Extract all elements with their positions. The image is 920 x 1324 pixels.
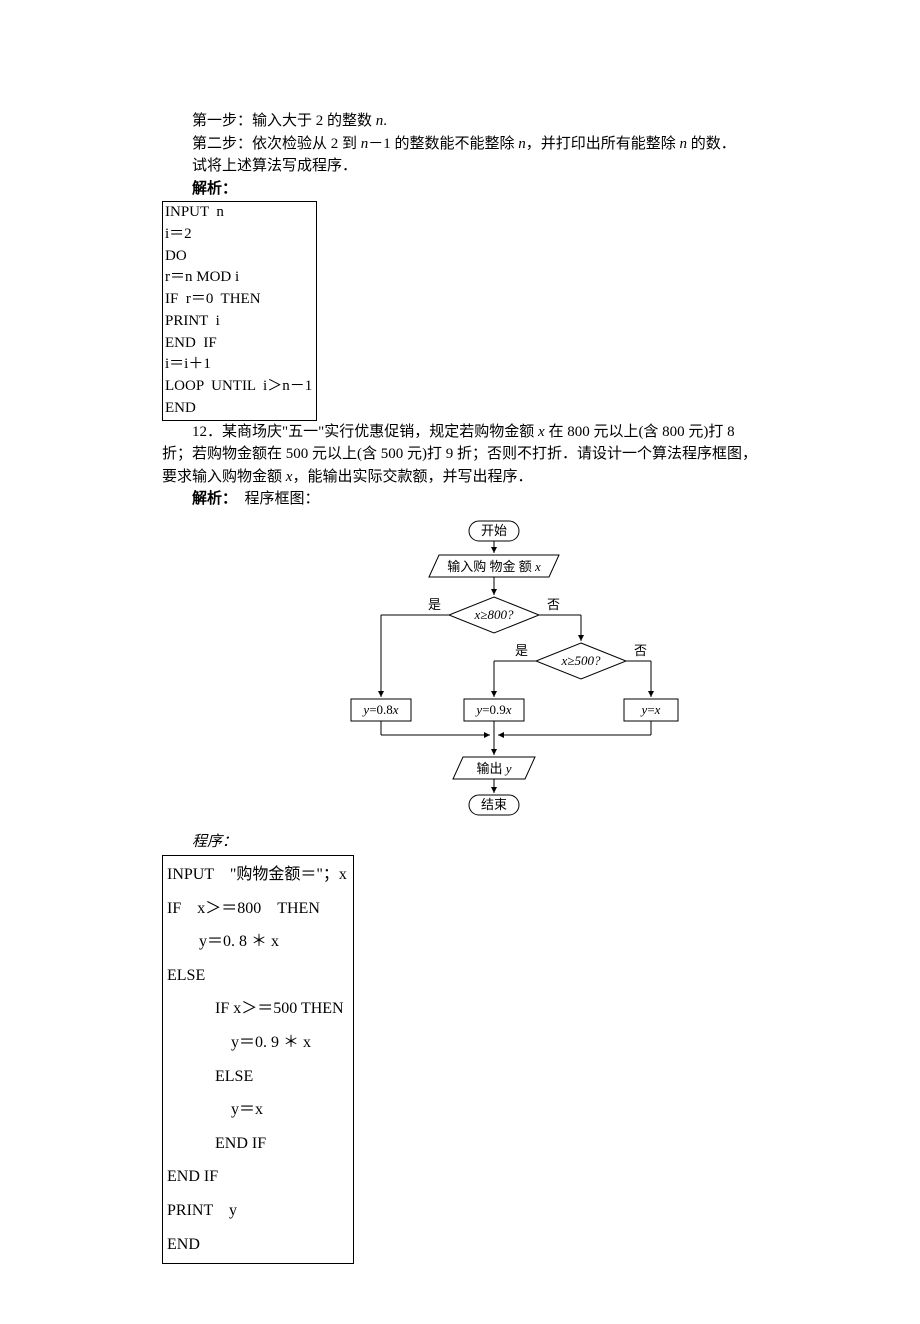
q12-jiexi: 解析： 程序框图： bbox=[162, 488, 820, 511]
s2f: n bbox=[680, 136, 688, 152]
c2l12: END bbox=[167, 1228, 347, 1262]
c1l3: DO bbox=[163, 246, 316, 268]
c2l8: y＝x bbox=[167, 1093, 347, 1127]
q12-t2: 在 800 元以上(含 800 元)打 8 bbox=[545, 424, 735, 440]
c2l2: IF x＞＝800 THEN bbox=[167, 892, 347, 926]
step2: 第二步：依次检验从 2 到 n－1 的整数能不能整除 n，并打印出所有能整除 n… bbox=[162, 133, 820, 156]
step1: 第一步：输入大于 2 的整数 n. bbox=[162, 110, 820, 133]
flowchart-svg: 开始 输入购 物金 额 x x≥800? 是 否 x≥500? 是 bbox=[291, 515, 691, 825]
flow-b1: y=0.8x bbox=[361, 702, 398, 717]
flow-d1: x≥800? bbox=[474, 607, 514, 622]
q12-num: 12． bbox=[192, 424, 222, 440]
q12-line2: 折；若购物金额在 500 元以上(含 500 元)打 9 折；否则不打折．请设计… bbox=[162, 443, 820, 466]
s1c: . bbox=[383, 113, 387, 129]
flow-d1-yes: 是 bbox=[428, 597, 441, 612]
c2l10: END IF bbox=[167, 1160, 347, 1194]
c2l9: END IF bbox=[167, 1127, 347, 1161]
c1l5: IF r＝0 THEN bbox=[163, 289, 316, 311]
c1l6: PRINT i bbox=[163, 311, 316, 333]
flow-start: 开始 bbox=[481, 523, 507, 538]
flow-b2: y=0.9x bbox=[474, 702, 511, 717]
q12-t1: 某商场庆"五一"实行优惠促销，规定若购物金额 bbox=[222, 424, 538, 440]
c1l2: i＝2 bbox=[163, 224, 316, 246]
prog-label-text: 程序： bbox=[192, 834, 237, 850]
code-box-1: INPUT n i＝2 DO r＝n MOD i IF r＝0 THEN PRI… bbox=[162, 201, 317, 421]
c1l10: END bbox=[163, 398, 316, 420]
flow-d2-no: 否 bbox=[634, 643, 647, 658]
c2l11: PRINT y bbox=[167, 1194, 347, 1228]
c2l5: IF x＞＝500 THEN bbox=[167, 992, 347, 1026]
c2l1: INPUT "购物金额＝"；x bbox=[167, 858, 347, 892]
code-box-2: INPUT "购物金额＝"；x IF x＞＝800 THEN y＝0. 8 ＊ … bbox=[162, 855, 354, 1264]
flow-d2-yes: 是 bbox=[515, 643, 528, 658]
flow-input-a: 输入购 物金 额 bbox=[447, 559, 532, 574]
s2d: n bbox=[518, 136, 526, 152]
jiexi1: 解析： bbox=[162, 178, 820, 201]
q12-t4b: ，能输出实际交款额，并写出程序． bbox=[292, 469, 532, 485]
flow-d1-no: 否 bbox=[547, 597, 560, 612]
flowchart: 开始 输入购 物金 额 x x≥800? 是 否 x≥500? 是 bbox=[162, 515, 820, 825]
flow-out: 输出 y bbox=[476, 761, 511, 776]
flow-d2: x≥500? bbox=[561, 653, 601, 668]
jiexi1-label: 解析： bbox=[192, 181, 237, 197]
step3: 试将上述算法写成程序． bbox=[162, 155, 820, 178]
flow-end: 结束 bbox=[481, 797, 507, 812]
flow-input-b: x bbox=[534, 559, 541, 574]
c1l8: i＝i＋1 bbox=[163, 354, 316, 376]
q12-t4a: 要求输入购物金额 bbox=[162, 469, 286, 485]
s1a: 第一步：输入大于 2 的整数 bbox=[192, 113, 376, 129]
s2e: ，并打印出所有能整除 bbox=[526, 136, 680, 152]
c1l1: INPUT n bbox=[163, 202, 316, 224]
s2a: 第二步：依次检验从 2 到 bbox=[192, 136, 361, 152]
c2l7: ELSE bbox=[167, 1060, 347, 1094]
s2c: －1 的整数能不能整除 bbox=[368, 136, 518, 152]
c2l3: y＝0. 8 ＊ x bbox=[167, 925, 347, 959]
q12-x1: x bbox=[538, 424, 545, 440]
prog-label: 程序： bbox=[162, 831, 820, 854]
q12-line1: 12．某商场庆"五一"实行优惠促销，规定若购物金额 x 在 800 元以上(含 … bbox=[162, 421, 820, 444]
flow-b3: y=x bbox=[640, 702, 661, 717]
c1l9: LOOP UNTIL i＞n－1 bbox=[163, 376, 316, 398]
c2l6: y＝0. 9 ＊ x bbox=[167, 1026, 347, 1060]
s2g: 的数． bbox=[687, 136, 736, 152]
q12-line3: 要求输入购物金额 x，能输出实际交款额，并写出程序． bbox=[162, 466, 820, 489]
jiexi2-label: 解析： bbox=[192, 491, 230, 507]
kuangtu-label: 程序框图： bbox=[230, 491, 320, 507]
flow-input: 输入购 物金 额 x bbox=[447, 559, 541, 574]
page: 第一步：输入大于 2 的整数 n. 第二步：依次检验从 2 到 n－1 的整数能… bbox=[0, 0, 920, 1324]
c1l7: END IF bbox=[163, 333, 316, 355]
c1l4: r＝n MOD i bbox=[163, 267, 316, 289]
c2l4: ELSE bbox=[167, 959, 347, 993]
